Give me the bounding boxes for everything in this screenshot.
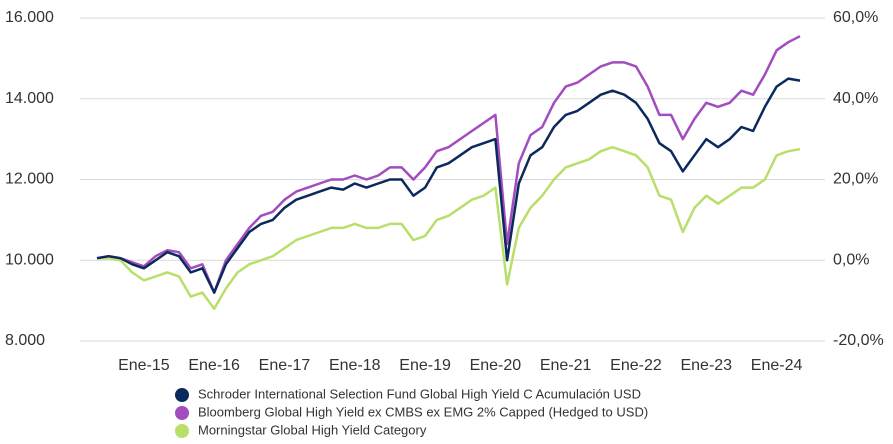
x-tick-label: Ene-18: [329, 357, 381, 374]
y2-tick-label: 20,0%: [833, 171, 878, 188]
y-tick-label: 16.000: [5, 9, 54, 26]
y2-tick-label: -20,0%: [833, 332, 884, 349]
legend-label: Morningstar Global High Yield Category: [198, 422, 427, 437]
y-tick-label: 10.000: [5, 251, 54, 268]
legend-label: Schroder International Selection Fund Gl…: [198, 386, 641, 401]
legend-marker: [175, 424, 189, 438]
x-tick-label: Ene-16: [188, 357, 240, 374]
x-tick-label: Ene-15: [118, 357, 170, 374]
y-tick-label: 12.000: [5, 171, 54, 188]
series-line: [96, 77, 801, 294]
x-tick-label: Ene-23: [680, 357, 732, 374]
y2-tick-label: 40,0%: [833, 90, 878, 107]
y2-tick-label: 0,0%: [833, 251, 869, 268]
y2-tick-label: 60,0%: [833, 9, 878, 26]
x-tick-label: Ene-22: [610, 357, 662, 374]
y-tick-label: 8.000: [5, 332, 45, 349]
legend-marker: [175, 406, 189, 420]
y-tick-label: 14.000: [5, 90, 54, 107]
x-tick-label: Ene-20: [470, 357, 522, 374]
x-tick-label: Ene-21: [540, 357, 592, 374]
x-tick-label: Ene-19: [399, 357, 451, 374]
series-line: [97, 145, 801, 310]
legend-label: Bloomberg Global High Yield ex CMBS ex E…: [198, 404, 648, 419]
x-tick-label: Ene-24: [751, 357, 803, 374]
legend-marker: [175, 388, 189, 402]
x-tick-label: Ene-17: [259, 357, 311, 374]
